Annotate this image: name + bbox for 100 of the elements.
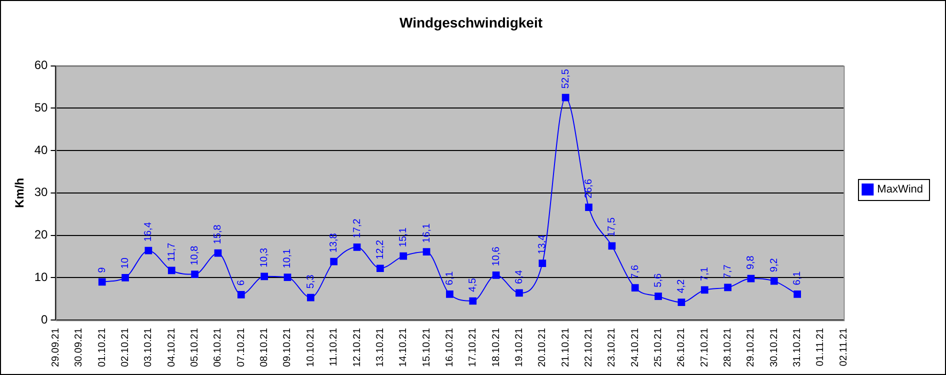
x-tick-label: 20.10.21 [537, 328, 548, 368]
x-tick-label: 18.10.21 [490, 328, 502, 368]
x-tick-label: 30.10.21 [768, 328, 780, 368]
x-tick-label: 27.10.21 [699, 328, 710, 368]
point [98, 278, 106, 286]
x-tick-label: 08.10.21 [259, 328, 270, 368]
point [562, 94, 570, 102]
point [492, 271, 500, 279]
data-label: 10,1 [282, 248, 294, 268]
chart-title: Windgeschwindigkeit [400, 14, 543, 30]
data-label: 7,6 [630, 264, 641, 279]
x-tick-label: 26.10.21 [676, 328, 688, 368]
x-tick-label: 02.11.21 [838, 328, 850, 366]
point [260, 272, 268, 280]
data-label: 52,5 [560, 68, 572, 89]
data-label: 10 [120, 257, 132, 269]
point [724, 284, 732, 292]
point [608, 242, 616, 250]
x-tick-label: 12.10.21 [352, 328, 363, 368]
x-tick-label: 04.10.21 [166, 328, 178, 368]
data-label: 4,2 [676, 278, 688, 294]
x-tick-label: 10.10.21 [305, 328, 316, 368]
point [794, 290, 801, 298]
data-label: 11,7 [166, 242, 178, 262]
x-tick-label: 21.10.21 [560, 328, 572, 368]
x-tick-label: 03.10.21 [143, 328, 154, 368]
data-label: 10,8 [190, 245, 201, 266]
x-tick-label: 11.10.21 [328, 328, 340, 366]
x-tick-label: 31.10.21 [792, 328, 804, 368]
data-label: 15,1 [398, 227, 410, 248]
x-tick-label: 25.10.21 [653, 328, 664, 368]
data-label: 12,2 [374, 239, 386, 260]
x-tick-label: 01.11.21 [815, 328, 826, 366]
point [400, 252, 408, 260]
point [654, 292, 662, 300]
x-tick-label: 09.10.21 [282, 328, 294, 368]
y-tick-label: 10 [34, 270, 48, 284]
point [168, 266, 176, 274]
x-tick-label: 29.10.21 [746, 328, 757, 368]
point [237, 290, 245, 298]
x-tick-label: 24.10.21 [630, 328, 641, 368]
y-tick-label: 40 [34, 142, 48, 157]
x-tick-label: 23.10.21 [606, 328, 618, 368]
point [538, 260, 546, 267]
data-label: 9 [96, 266, 108, 273]
data-label: 16,4 [143, 222, 154, 242]
x-tick-label: 28.10.21 [722, 328, 734, 368]
x-tick-label: 05.10.21 [190, 328, 201, 368]
y-axis-title: Km/h [12, 178, 27, 208]
data-label: 9,2 [768, 258, 780, 272]
data-label: 6,1 [792, 270, 804, 286]
point [306, 294, 314, 302]
point [214, 249, 222, 257]
x-tick-label: 02.10.21 [120, 328, 132, 368]
x-tick-label: 29.09.21 [50, 328, 62, 368]
point [770, 277, 778, 285]
data-label: 4,5 [468, 278, 479, 292]
data-label: 7,1 [699, 266, 710, 281]
x-tick-label: 30.09.21 [74, 328, 85, 368]
x-tick-label: 07.10.21 [236, 328, 247, 368]
x-tick-label: 06.10.21 [212, 328, 224, 368]
x-tick-label: 22.10.21 [583, 328, 594, 368]
point [469, 297, 477, 305]
legend-label: MaxWind [877, 184, 923, 196]
x-tick-label: 15.10.21 [421, 328, 432, 368]
x-tick-label: 19.10.21 [514, 328, 525, 368]
point [353, 244, 361, 251]
data-label: 6,1 [444, 270, 456, 286]
data-label: 7,7 [722, 264, 734, 278]
y-tick-label: 60 [34, 58, 48, 72]
y-tick-label: 50 [34, 100, 48, 114]
point [585, 204, 592, 212]
point [376, 264, 384, 272]
data-label: 16,1 [421, 222, 432, 243]
data-label: 9,8 [746, 255, 757, 270]
data-label: 10,6 [490, 246, 502, 266]
point [700, 286, 708, 294]
point [516, 289, 523, 297]
x-tick-label: 14.10.21 [398, 328, 410, 368]
data-label: 10,3 [259, 248, 270, 268]
x-tick-label: 16.10.21 [444, 328, 456, 368]
point [747, 274, 755, 282]
data-label: 17,5 [606, 217, 618, 237]
point [284, 274, 292, 281]
point [144, 246, 152, 254]
x-tick-label: 01.10.21 [96, 328, 108, 368]
data-label: 6,4 [514, 270, 525, 284]
point [678, 298, 686, 306]
data-label: 6 [236, 280, 247, 286]
point [330, 258, 338, 266]
data-label: 13,8 [328, 232, 340, 253]
point [422, 248, 430, 256]
point [122, 274, 129, 282]
data-label: 5,6 [653, 273, 664, 288]
x-tick-label: 17.10.21 [468, 328, 479, 368]
data-label: 17,2 [352, 218, 363, 238]
point [191, 270, 198, 278]
y-tick-label: 20 [34, 228, 48, 242]
point [631, 284, 639, 292]
point [446, 290, 454, 298]
